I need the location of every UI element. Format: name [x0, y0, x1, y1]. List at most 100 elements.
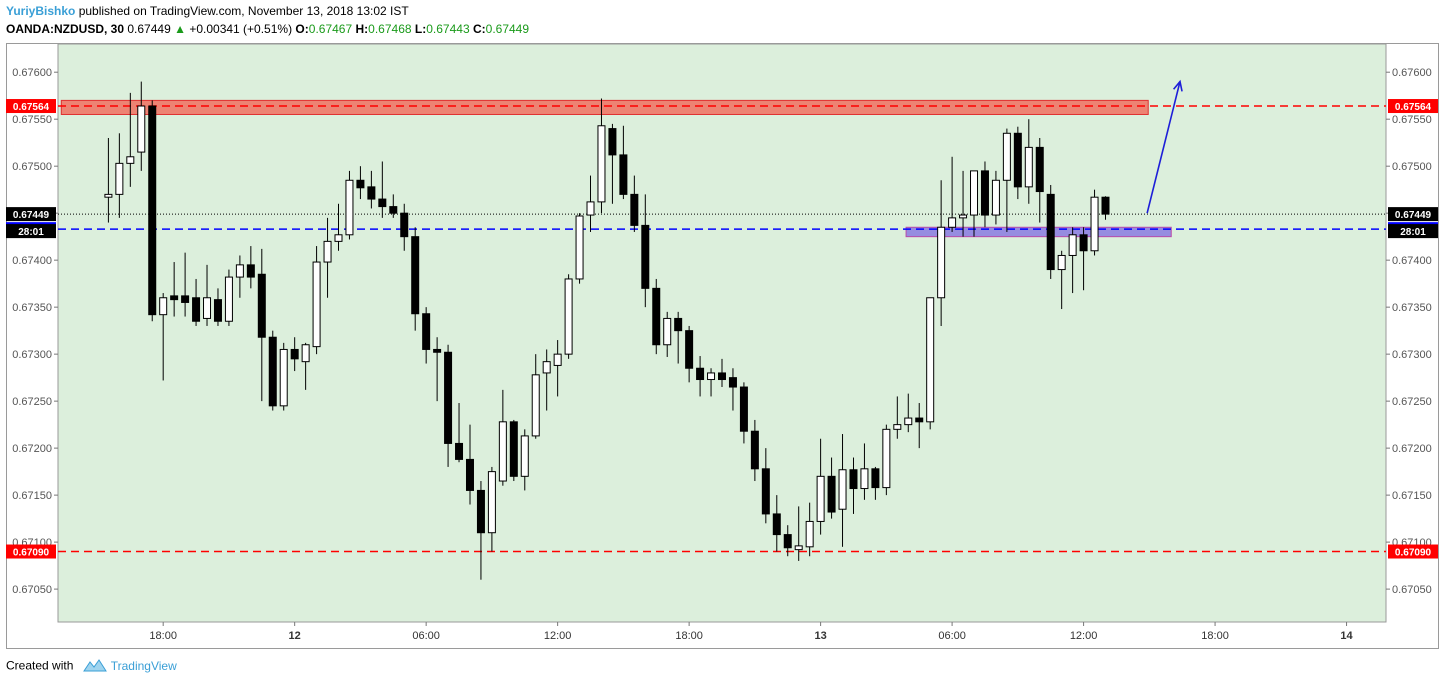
bear-candle	[170, 295, 179, 301]
bull-candle	[970, 170, 979, 216]
bull-candle	[334, 234, 343, 242]
bear-candle	[389, 206, 398, 214]
bull-candle	[597, 125, 606, 203]
up-triangle-icon: ▲	[174, 22, 186, 36]
x-tick-label: 18:00	[149, 630, 177, 642]
bull-candle	[520, 435, 529, 477]
bull-candle	[137, 105, 146, 153]
published-text: published on TradingView.com, November 1…	[78, 4, 409, 18]
bull-candle	[553, 353, 562, 366]
bull-candle	[323, 240, 332, 263]
author-name[interactable]: YuriyBishko	[6, 4, 76, 18]
countdown-badge-left-text: 28:01	[18, 227, 44, 238]
bear-candle	[739, 386, 748, 432]
bull-candle	[794, 545, 803, 551]
high-value: 0.67468	[368, 22, 412, 36]
y-tick-label-left: 0.67200	[12, 443, 52, 455]
footer: Created with TradingView	[6, 658, 177, 675]
last-price-badge-right	[1388, 207, 1438, 222]
bear-candle	[444, 351, 453, 444]
y-tick-label-right: 0.67400	[1392, 255, 1432, 267]
bear-candle	[1035, 146, 1044, 193]
bear-candle	[509, 421, 518, 477]
bull-candle	[586, 201, 595, 216]
bull-candle	[948, 217, 957, 228]
bull-candle	[126, 156, 135, 164]
bull-candle	[115, 162, 124, 195]
bull-candle	[564, 278, 573, 355]
bull-candle	[159, 297, 168, 316]
y-tick-label-right: 0.67050	[1392, 584, 1432, 596]
bull-candle	[882, 428, 891, 489]
level-badge-left-text: 0.67090	[13, 548, 50, 559]
y-tick-label-right: 0.67500	[1392, 161, 1432, 173]
tradingview-logo-icon[interactable]	[82, 658, 107, 675]
y-tick-label-left: 0.67250	[12, 396, 52, 408]
level-badge-right	[1388, 99, 1438, 114]
publish-line: YuriyBishko published on TradingView.com…	[6, 4, 409, 18]
bull-candle	[235, 264, 244, 278]
close-label: C:	[472, 22, 486, 36]
x-tick-label: 18:00	[675, 630, 703, 642]
low-value: 0.67443	[426, 22, 470, 36]
last-price-badge-left-text: 0.67449	[13, 210, 50, 221]
bear-candle	[772, 513, 781, 536]
bull-candle	[1090, 196, 1099, 252]
y-tick-label-left: 0.67150	[12, 490, 52, 502]
y-tick-label-right: 0.67250	[1392, 396, 1432, 408]
x-tick-label: 18:00	[1201, 630, 1229, 642]
price-zone	[905, 226, 1172, 238]
bull-candle	[224, 276, 233, 322]
bull-candle	[301, 344, 310, 363]
y-tick-label-left: 0.67350	[12, 302, 52, 314]
close-value: 0.67449	[485, 22, 530, 36]
bull-candle	[104, 193, 113, 198]
bear-candle	[630, 193, 639, 226]
bear-candle	[849, 469, 858, 490]
x-tick-label: 14	[1340, 630, 1353, 642]
bear-candle	[465, 458, 474, 491]
bull-candle	[542, 361, 551, 374]
bull-candle	[279, 348, 288, 407]
level-badge-left-text: 0.67564	[13, 102, 50, 113]
bull-candle	[707, 372, 716, 381]
bull-candle	[926, 297, 935, 423]
bear-candle	[411, 236, 420, 315]
bear-candle	[674, 317, 683, 332]
bull-candle	[959, 214, 968, 219]
arrow-head	[1172, 79, 1183, 92]
bull-candle	[937, 226, 946, 299]
x-tick-label: 06:00	[938, 630, 966, 642]
change-value: +0.00341 (+0.51%)	[189, 22, 293, 36]
last-price-value: 0.67449	[127, 22, 171, 36]
bull-candle	[312, 261, 321, 348]
bull-candle	[531, 374, 540, 437]
y-tick-label-right: 0.67300	[1392, 349, 1432, 361]
bear-candle	[422, 313, 431, 350]
countdown-badge-right	[1388, 224, 1438, 239]
bull-candle	[487, 471, 496, 534]
y-tick-label-right: 0.67150	[1392, 490, 1432, 502]
bull-candle	[904, 417, 913, 426]
bear-candle	[433, 348, 442, 353]
bear-candle	[718, 372, 726, 381]
level-badge-right-text: 0.67090	[1395, 548, 1432, 559]
level-badge-right	[1388, 544, 1438, 559]
open-label: O:	[295, 22, 309, 36]
y-tick-label-left: 0.67050	[12, 584, 52, 596]
x-tick-label: 06:00	[412, 630, 440, 642]
bear-candle	[455, 442, 464, 460]
bear-candle	[257, 273, 266, 338]
bear-candle	[268, 336, 277, 407]
bull-candle	[203, 297, 212, 319]
plot-area	[57, 43, 1387, 623]
bear-candle	[761, 468, 770, 515]
bear-candle	[1101, 196, 1110, 215]
tradingview-brand[interactable]: TradingView	[110, 658, 177, 673]
level-badge-left	[6, 99, 56, 114]
price-zone	[60, 99, 1149, 115]
bear-candle	[1013, 132, 1022, 188]
bear-candle	[641, 224, 650, 289]
x-tick-label: 12:00	[544, 630, 572, 642]
